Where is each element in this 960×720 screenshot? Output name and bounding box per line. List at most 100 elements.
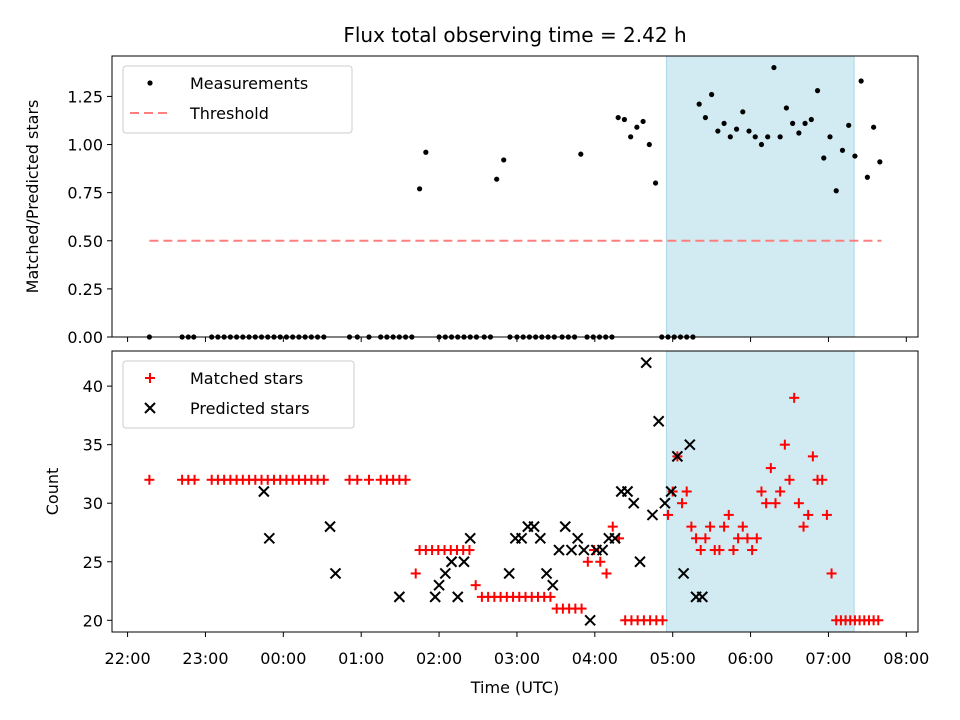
matched-point [691,533,702,544]
predicted-point-b [433,579,445,591]
predicted-point [665,485,677,498]
y-tick-label: 0.50 [67,232,103,251]
measurement-point [640,118,646,125]
predicted-point-b [258,485,270,498]
x-tick-label: 22:00 [105,649,151,668]
y-tick-label: 30 [83,494,103,513]
matched-point [737,521,748,532]
predicted-point-b [640,357,652,369]
measurement-point [758,141,765,148]
predicted-point [609,532,621,545]
matched-point [695,545,706,556]
measurement-point [646,141,652,148]
y-tick-label: 0.75 [67,184,103,203]
predicted-point [263,532,276,545]
measurement-point [721,120,727,126]
predicted-point-b [634,556,646,568]
matched-point [464,545,475,556]
y-axis-label: Count [43,468,62,516]
predicted-point [628,497,640,509]
plot-frame [111,55,919,338]
matched-point [826,568,837,579]
predicted-point [621,485,634,498]
measurement-point [746,128,752,134]
measurement-point [808,116,814,123]
predicted-point-b [515,532,528,545]
predicted-point-b [445,556,458,568]
predicted-point-b [696,591,708,603]
measurement-point [852,153,858,159]
predicted-point [596,544,609,556]
x-tick-label: 23:00 [182,649,228,668]
matched-point [470,580,481,591]
predicted-point-b [677,567,690,580]
measurement-point [727,134,733,140]
measurement-point [501,157,507,163]
predicted-point-b [665,485,677,498]
legend: Measurements Threshold [122,65,353,134]
predicted-point [659,497,671,509]
predicted-point [258,485,270,498]
matched-point [793,498,804,509]
measurement-point [652,180,659,186]
predicted-point-b [671,450,684,463]
measurement-point [494,176,500,182]
predicted-point [696,591,708,603]
matched-point [817,474,828,485]
measurement-point [634,124,640,130]
measurement-point [833,188,839,194]
y-axis-label: Matched/Predicted stars [23,100,42,294]
predicted-point [324,520,336,533]
y-tick-label: 0.00 [67,328,103,347]
legend-predicted-marker [144,402,156,414]
predicted-point [578,544,590,556]
matched-point [601,568,612,579]
predicted-point-b [393,591,406,603]
predicted-point [528,520,540,533]
legend-label: Measurements [190,74,308,93]
measurement-point [771,64,777,71]
legend-box [122,65,353,134]
measurement-point [696,101,702,107]
predicted-point-b [596,544,609,556]
predicted-point [547,579,559,591]
predicted-point-b [565,544,578,556]
matched-point [784,474,795,485]
measurement-point [790,120,796,126]
x-tick-label: 01:00 [338,649,384,668]
matched-point [582,556,593,567]
predicted-point [452,591,464,603]
predicted-point [433,579,445,591]
predicted-point-b [684,438,696,451]
y-tick-label: 35 [83,436,103,455]
matched-point [607,521,618,532]
predicted-point-b [609,532,621,545]
measurement-point [702,114,709,121]
predicted-point [534,532,547,545]
legend-label: Threshold [189,104,269,123]
measurement-point [709,91,715,98]
measurement-point [839,147,846,153]
predicted-point [646,509,659,521]
count-panel: 22:00 23:00 00:00 01:00 02:00 03:00 04:00 05:00… [43,350,929,668]
measurement-point [715,128,721,134]
predicted-point-b [540,567,553,580]
predicted-point-b [621,485,634,498]
matched-point [798,521,809,532]
matched-point [747,545,758,556]
predicted-point-b [628,497,640,509]
matched-point [352,474,363,485]
matched-point [595,556,606,567]
measurement-point [752,134,758,140]
predicted-point [684,438,696,451]
predicted-point-b [329,567,342,580]
measurement-point [733,126,740,132]
y-tick-label: 0.25 [67,280,103,299]
predicted-point [640,357,652,369]
matched-point [742,533,753,544]
measurement-point [814,88,821,94]
predicted-point-b [503,567,515,580]
chart-title: Flux total observing time = 2.42 h [343,23,686,47]
matched-point [723,509,734,520]
measurement-point [621,116,628,123]
